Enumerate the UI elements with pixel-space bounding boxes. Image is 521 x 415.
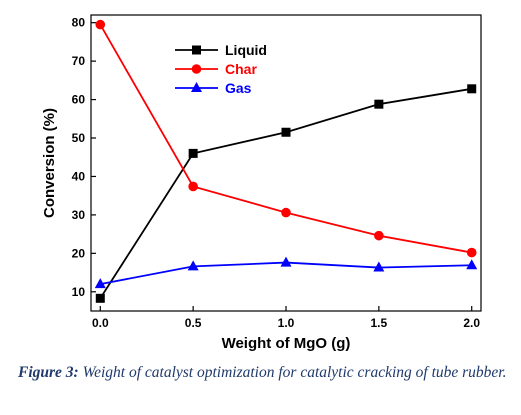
x-axis-title: Weight of MgO (g) [222, 335, 351, 352]
gas-point [466, 259, 478, 270]
y-tick-label: 80 [72, 16, 86, 30]
liquid-point [95, 293, 105, 303]
char-point [466, 247, 477, 258]
legend-swatch-marker [191, 82, 202, 92]
legend-label: Liquid [225, 42, 267, 58]
liquid-point [467, 84, 477, 94]
liquid-point [374, 99, 384, 109]
liquid-point [281, 127, 291, 137]
legend-item-liquid: Liquid [175, 42, 267, 58]
char-point [95, 19, 106, 30]
caption-text: Weight of catalyst optimization for cata… [78, 364, 507, 381]
legend-label: Char [225, 61, 257, 77]
gas-series [94, 256, 478, 289]
y-tick-label: 70 [72, 54, 86, 68]
x-tick-label: 2.0 [463, 316, 480, 330]
x-tick-label: 1.0 [278, 316, 295, 330]
x-tick-label: 1.5 [371, 316, 388, 330]
y-tick-label: 50 [72, 131, 86, 145]
gas-point [280, 256, 292, 267]
y-tick-label: 60 [72, 93, 86, 107]
gas-point [187, 260, 199, 271]
legend-label: Gas [225, 80, 252, 96]
legend: Liquid Char Gas [175, 42, 267, 96]
y-tick-label: 40 [72, 169, 86, 183]
x-tick-label: 0.0 [92, 316, 109, 330]
line-chart: 0.0 0.5 1.0 1.5 2.0 10 20 30 40 50 60 70 80 Liquid Ch… [41, 14, 482, 352]
char-series [95, 19, 477, 258]
liquid-point [188, 148, 198, 158]
legend-item-char: Char [175, 61, 257, 77]
figure-caption: Figure 3: Weight of catalyst optimizatio… [18, 364, 513, 381]
char-point [281, 207, 291, 218]
gas-point [94, 278, 106, 289]
char-point [188, 181, 198, 192]
y-tick-label: 20 [72, 246, 86, 260]
y-tick-label: 30 [72, 208, 86, 222]
char-point [374, 230, 384, 241]
liquid-series [95, 84, 477, 303]
y-axis-title: Conversion (%) [41, 108, 58, 218]
series-layer [94, 19, 478, 303]
legend-swatch-marker [192, 45, 201, 55]
char-line [99, 24, 472, 254]
legend-swatch-marker [191, 64, 202, 74]
legend-item-gas: Gas [175, 80, 252, 96]
caption-label: Figure 3: [18, 364, 79, 381]
x-tick-label: 0.5 [185, 316, 202, 330]
gas-point [373, 261, 385, 272]
axis-ticks: 0.0 0.5 1.0 1.5 2.0 10 20 30 40 50 60 70 80 [72, 16, 481, 330]
y-tick-label: 10 [72, 285, 86, 299]
